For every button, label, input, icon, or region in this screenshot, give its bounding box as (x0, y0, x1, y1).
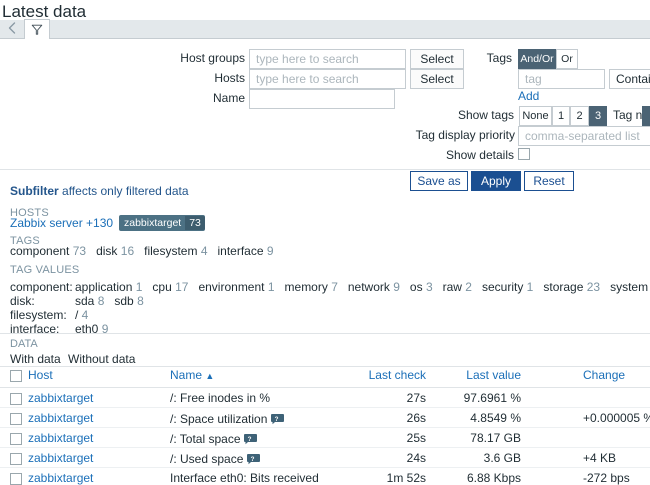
svg-text:?: ? (247, 436, 251, 443)
svg-text:?: ? (250, 456, 254, 463)
svg-text:?: ? (274, 416, 278, 423)
